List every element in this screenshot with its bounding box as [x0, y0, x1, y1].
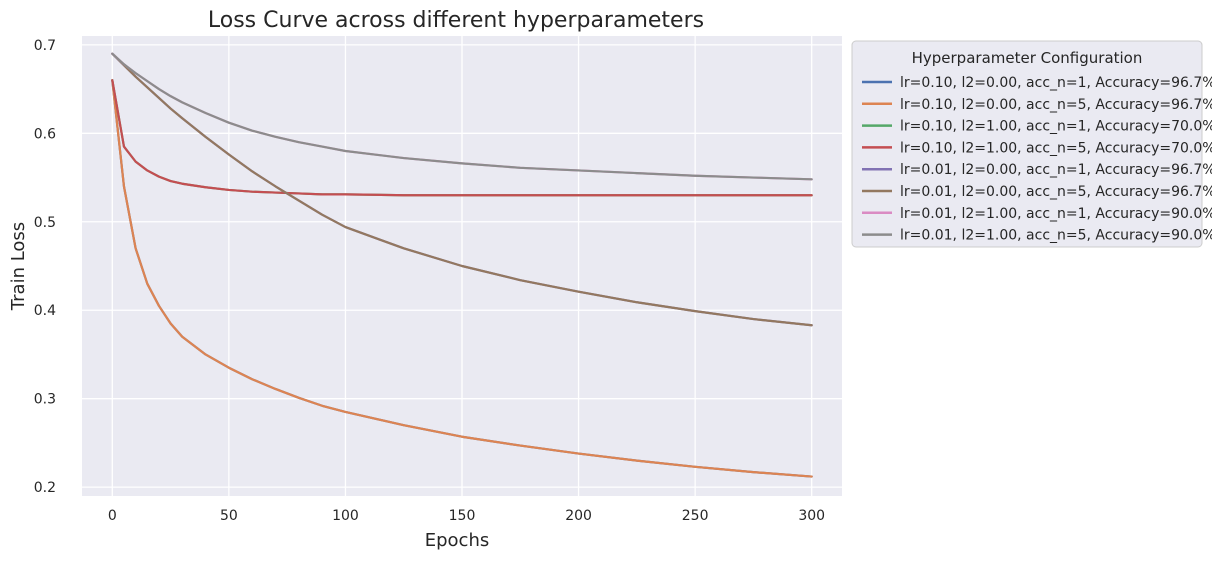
x-axis-title: Epochs [425, 530, 490, 551]
legend-title: Hyperparameter Configuration [912, 49, 1143, 67]
y-tick-labels: 0.2 0.3 0.4 0.5 0.6 0.7 [34, 38, 56, 496]
legend-label: lr=0.01, l2=0.00, acc_n=5, Accuracy=96.7… [900, 184, 1212, 200]
y-tick-label: 0.4 [34, 303, 56, 319]
legend-label: lr=0.01, l2=0.00, acc_n=1, Accuracy=96.7… [900, 162, 1212, 178]
series-line-8 [111, 52, 813, 181]
x-tick-label: 200 [565, 508, 592, 524]
legend-label: lr=0.10, l2=1.00, acc_n=1, Accuracy=70.0… [900, 119, 1212, 135]
grid-lines [82, 36, 842, 496]
series-line-2 [111, 79, 813, 478]
x-tick-label: 50 [220, 508, 238, 524]
x-tick-label: 150 [449, 508, 476, 524]
legend-label: lr=0.10, l2=1.00, acc_n=5, Accuracy=70.0… [900, 140, 1212, 156]
x-tick-labels: 0 50 100 150 200 250 300 [108, 508, 825, 524]
y-tick-label: 0.2 [34, 480, 56, 496]
legend: Hyperparameter Configuration lr=0.10, l2… [851, 40, 1212, 248]
y-tick-label: 0.5 [34, 215, 56, 231]
y-axis-title: Train Loss [8, 222, 29, 311]
legend-label: lr=0.01, l2=1.00, acc_n=1, Accuracy=90.0… [900, 206, 1212, 222]
legend-label: lr=0.10, l2=0.00, acc_n=5, Accuracy=96.7… [900, 97, 1212, 113]
x-tick-label: 100 [332, 508, 359, 524]
y-tick-label: 0.6 [34, 126, 56, 142]
series-line-6 [111, 52, 813, 327]
x-tick-label: 300 [798, 508, 825, 524]
legend-box [851, 40, 1203, 248]
x-tick-label: 0 [108, 508, 117, 524]
y-tick-label: 0.3 [34, 392, 56, 408]
series-lines [111, 52, 813, 478]
chart-title: Loss Curve across different hyperparamet… [208, 8, 704, 33]
legend-items: lr=0.10, l2=0.00, acc_n=1, Accuracy=96.7… [862, 75, 1212, 244]
legend-label: lr=0.10, l2=0.00, acc_n=1, Accuracy=96.7… [900, 75, 1212, 91]
legend-label: lr=0.01, l2=1.00, acc_n=5, Accuracy=90.0… [900, 228, 1212, 244]
y-tick-label: 0.7 [34, 38, 56, 54]
x-tick-label: 250 [682, 508, 709, 524]
